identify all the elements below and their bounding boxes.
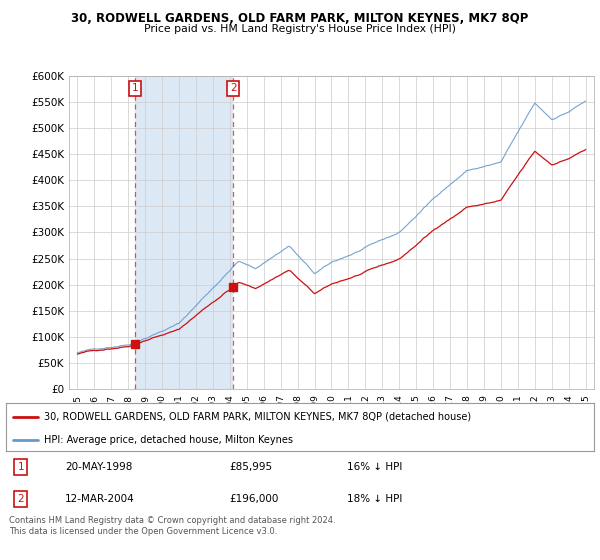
- Text: £85,995: £85,995: [229, 462, 272, 472]
- Text: HPI: Average price, detached house, Milton Keynes: HPI: Average price, detached house, Milt…: [44, 435, 293, 445]
- Text: Contains HM Land Registry data © Crown copyright and database right 2024.
This d: Contains HM Land Registry data © Crown c…: [9, 516, 335, 536]
- Text: 30, RODWELL GARDENS, OLD FARM PARK, MILTON KEYNES, MK7 8QP: 30, RODWELL GARDENS, OLD FARM PARK, MILT…: [71, 12, 529, 25]
- Text: Price paid vs. HM Land Registry's House Price Index (HPI): Price paid vs. HM Land Registry's House …: [144, 24, 456, 34]
- Text: 16% ↓ HPI: 16% ↓ HPI: [347, 462, 403, 472]
- Text: 12-MAR-2004: 12-MAR-2004: [65, 494, 134, 504]
- Text: 2: 2: [230, 83, 236, 94]
- Text: 18% ↓ HPI: 18% ↓ HPI: [347, 494, 403, 504]
- Text: 30, RODWELL GARDENS, OLD FARM PARK, MILTON KEYNES, MK7 8QP (detached house): 30, RODWELL GARDENS, OLD FARM PARK, MILT…: [44, 412, 472, 422]
- Text: 2: 2: [17, 494, 24, 504]
- Text: 20-MAY-1998: 20-MAY-1998: [65, 462, 132, 472]
- Text: 1: 1: [17, 462, 24, 472]
- Text: £196,000: £196,000: [229, 494, 279, 504]
- Bar: [135, 76, 233, 389]
- Text: 1: 1: [131, 83, 138, 94]
